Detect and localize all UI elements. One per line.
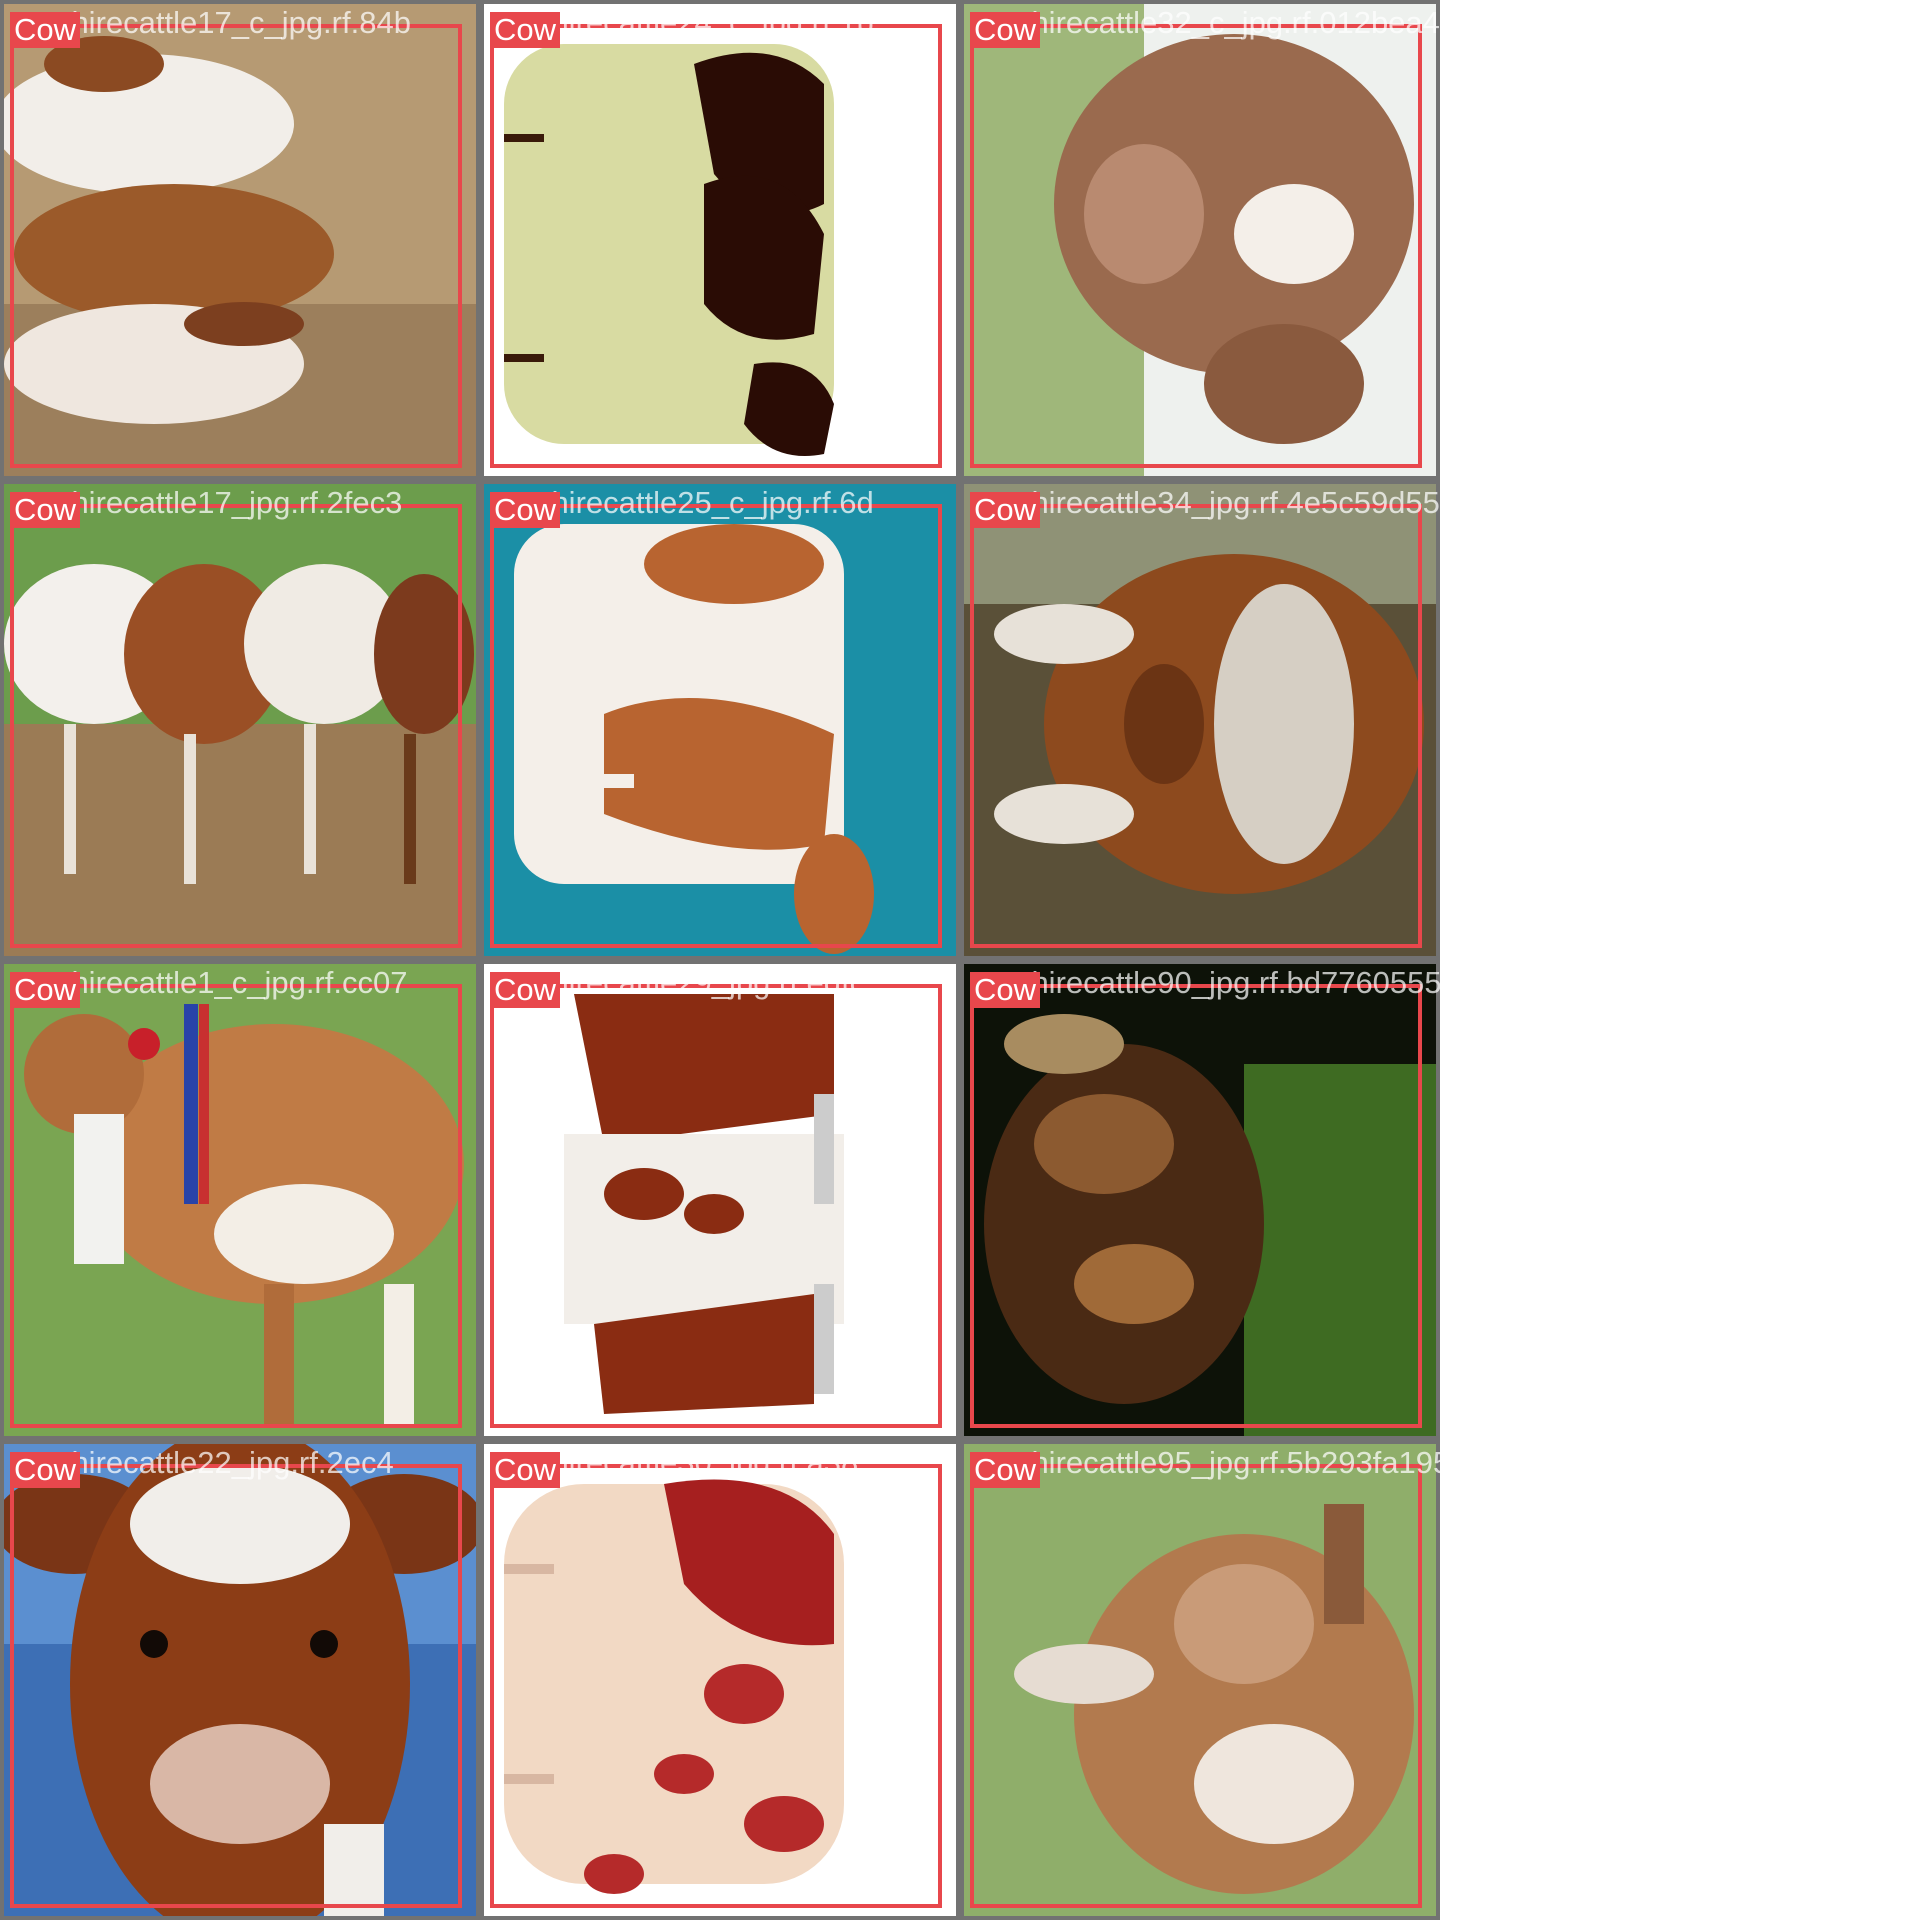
bounding-box <box>10 504 462 948</box>
bounding-box <box>970 984 1422 1428</box>
bounding-box <box>490 1464 942 1908</box>
image-tile: Ayrshirecattle29_jpg.rf.edfc Cow <box>480 960 960 1440</box>
class-label: Cow <box>10 972 81 1008</box>
cattle-photo <box>964 4 1436 476</box>
cattle-photo <box>484 484 956 956</box>
cattle-photo <box>4 484 476 956</box>
image-tile: Ayrshirecattle25_c_jpg.rf.6d Cow <box>480 480 960 960</box>
bounding-box <box>970 1464 1422 1908</box>
image-tile: Ayrshirecattle1_c_jpg.rf.cc07 Cow <box>0 960 480 1440</box>
cattle-photo <box>484 1444 956 1916</box>
class-label: Cow <box>10 1452 81 1488</box>
image-tile: Ayrshirecattle22_jpg.rf.2ec4 Cow <box>0 1440 480 1920</box>
class-label: Cow <box>490 1452 561 1488</box>
cattle-photo <box>4 4 476 476</box>
bounding-box <box>490 504 942 948</box>
image-tile: Ayrshirecattle90_jpg.rf.bd776055538305a3… <box>960 960 1440 1440</box>
class-label: Cow <box>490 12 561 48</box>
cattle-photo <box>964 484 1436 956</box>
image-tile: Ayrshirecattle34_jpg.rf.4e5c59d559ade63c… <box>960 480 1440 960</box>
class-label: Cow <box>10 12 81 48</box>
image-tile: Ayrshirecattle32_c_jpg.rf.012bea495c247c… <box>960 0 1440 480</box>
cattle-photo <box>4 964 476 1436</box>
cattle-photo <box>4 1444 476 1916</box>
class-label: Cow <box>970 1452 1041 1488</box>
mosaic-grid: Ayrshirecattle17_c_jpg.rf.84b Cow Ayrshi… <box>0 0 1440 1920</box>
bounding-box <box>490 984 942 1428</box>
class-label: Cow <box>970 12 1041 48</box>
class-label: Cow <box>490 972 561 1008</box>
bounding-box <box>10 1464 462 1908</box>
image-tile: Ayrshirecattle95_jpg.rf.5b293fa1955cf09b… <box>960 1440 1440 1920</box>
class-label: Cow <box>490 492 561 528</box>
cattle-photo <box>964 964 1436 1436</box>
bounding-box <box>490 24 942 468</box>
image-tile: Ayrshirecattle17_jpg.rf.2fec3 Cow <box>0 480 480 960</box>
bounding-box <box>970 24 1422 468</box>
cattle-photo <box>484 964 956 1436</box>
filename-label: Ayrshirecattle34_jpg.rf.4e5c59d559ade63c <box>970 485 1440 520</box>
cattle-photo <box>964 1444 1436 1916</box>
image-tile: Ayrshirecattle17_c_jpg.rf.84b Cow <box>0 0 480 480</box>
filename-label: Ayrshirecattle95_jpg.rf.5b293fa1955cf09b <box>970 1445 1440 1480</box>
bounding-box <box>10 984 462 1428</box>
filename-label: Ayrshirecattle32_c_jpg.rf.012bea495c247c <box>970 5 1440 40</box>
class-label: Cow <box>970 972 1041 1008</box>
image-tile: Ayrshirecattle24_c_jpg.rf.1b Cow <box>480 0 960 480</box>
cattle-photo <box>484 4 956 476</box>
filename-label: Ayrshirecattle90_jpg.rf.bd776055538305a3 <box>970 965 1440 1000</box>
image-tile: Ayrshirecattle30_jpg.rf.a38 Cow <box>480 1440 960 1920</box>
bounding-box <box>10 24 462 468</box>
class-label: Cow <box>10 492 81 528</box>
class-label: Cow <box>970 492 1041 528</box>
bounding-box <box>970 504 1422 948</box>
